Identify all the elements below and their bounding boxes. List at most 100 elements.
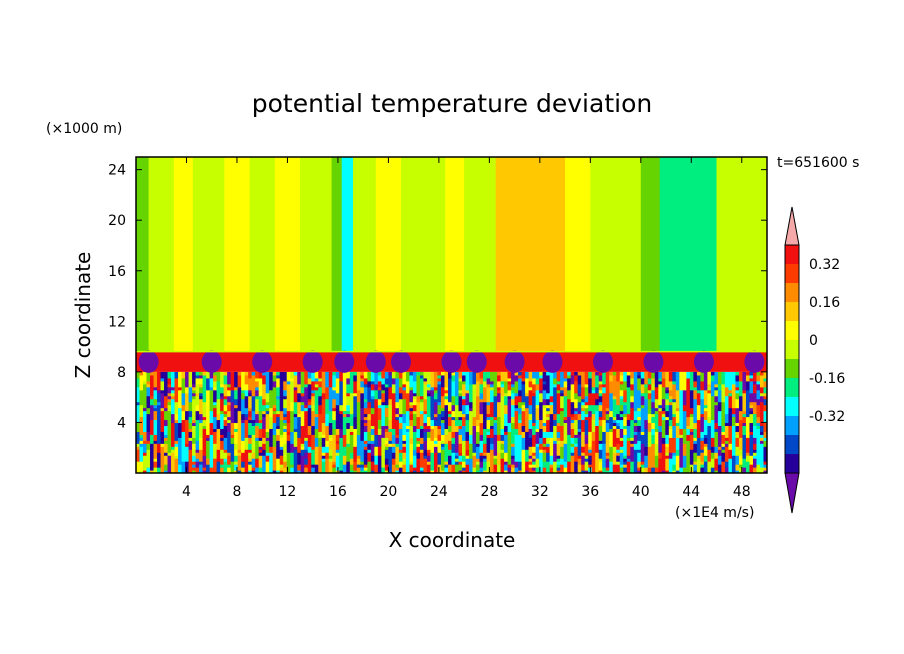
lower-cell — [311, 410, 316, 415]
lower-cell — [241, 458, 246, 462]
lower-cell — [591, 416, 596, 421]
lower-cell — [402, 419, 407, 424]
lower-cell — [290, 446, 295, 450]
lower-cell — [167, 461, 172, 465]
lower-cell — [349, 374, 354, 379]
lower-cell — [279, 392, 284, 397]
lower-cell — [433, 416, 439, 421]
lower-cell — [157, 386, 162, 391]
lower-cell — [437, 446, 442, 450]
lower-cell — [164, 383, 169, 388]
lower-cell — [423, 437, 428, 441]
lower-cell — [570, 425, 575, 429]
lower-cell — [591, 419, 596, 424]
lower-cell — [528, 383, 533, 388]
lower-cell — [409, 452, 414, 456]
lower-cell — [619, 380, 624, 385]
lower-cell — [244, 401, 249, 406]
lower-cell — [476, 374, 481, 379]
lower-cell — [521, 377, 526, 382]
lower-cell — [342, 386, 347, 391]
lower-cell — [328, 464, 333, 468]
lower-cell — [525, 395, 530, 400]
lower-cell — [447, 437, 453, 441]
lower-cell — [402, 380, 407, 385]
lower-cell — [321, 458, 326, 462]
lower-cell — [272, 422, 277, 427]
lower-cell — [479, 401, 484, 406]
lower-cell — [500, 416, 505, 421]
lower-cell — [612, 374, 617, 379]
lower-cell — [136, 437, 141, 441]
lower-cell — [391, 389, 397, 394]
lower-cell — [398, 389, 404, 394]
lower-cell — [476, 383, 481, 388]
lower-cell — [486, 461, 491, 465]
lower-cell — [556, 428, 561, 432]
lower-cell — [248, 383, 253, 388]
lower-cell — [241, 419, 246, 424]
lower-cell — [356, 440, 361, 444]
lower-cell — [511, 386, 516, 391]
lower-cell — [591, 446, 596, 450]
lower-cell — [353, 374, 358, 379]
lower-cell — [619, 386, 624, 391]
lower-cell — [339, 386, 344, 391]
lower-cell — [574, 464, 579, 468]
lower-cell — [486, 464, 491, 468]
lower-cell — [381, 434, 386, 438]
lower-cell — [146, 452, 151, 456]
lower-cell — [479, 395, 484, 400]
lower-cell — [546, 392, 551, 397]
lower-cell — [462, 413, 467, 418]
lower-cell — [630, 398, 635, 403]
lower-cell — [640, 449, 645, 453]
lower-cell — [307, 398, 312, 403]
lower-cell — [605, 380, 610, 385]
lower-cell — [609, 455, 614, 459]
lower-cell — [290, 386, 295, 391]
lower-cell — [227, 464, 232, 468]
lower-cell — [276, 440, 281, 444]
lower-cell — [227, 377, 232, 382]
lower-cell — [318, 383, 323, 388]
lower-cell — [398, 407, 404, 412]
lower-cell — [325, 419, 330, 424]
lower-cell — [623, 425, 628, 429]
lower-cell — [363, 383, 368, 388]
lower-cell — [234, 419, 239, 424]
lower-cell — [546, 452, 551, 456]
lower-cell — [486, 431, 491, 435]
lower-cell — [535, 467, 540, 471]
lower-cell — [272, 404, 277, 409]
lower-cell — [262, 419, 267, 424]
lower-cell — [640, 392, 645, 397]
lower-cell — [251, 464, 256, 468]
lower-cell — [185, 470, 190, 473]
lower-cell — [633, 413, 638, 418]
lower-cell — [185, 377, 190, 382]
lower-cell — [230, 452, 235, 456]
lower-cell — [321, 443, 326, 447]
lower-cell — [335, 389, 340, 394]
lower-cell — [591, 395, 596, 400]
lower-cell — [167, 407, 172, 412]
lower-cell — [360, 419, 365, 424]
lower-cell — [272, 410, 277, 415]
lower-cell — [602, 428, 607, 432]
lower-cell — [588, 464, 593, 468]
lower-cell — [532, 371, 537, 376]
lower-cell — [430, 404, 435, 409]
lower-cell — [300, 437, 305, 441]
lower-cell — [532, 458, 537, 462]
lower-cell — [349, 407, 354, 412]
lower-cell — [370, 386, 375, 391]
lower-cell — [213, 452, 218, 456]
lower-cell — [237, 437, 242, 441]
lower-cell — [293, 458, 298, 462]
lower-cell — [595, 386, 600, 391]
lower-cell — [447, 467, 453, 471]
lower-cell — [490, 464, 495, 468]
lower-cell — [367, 440, 372, 444]
lower-cell — [349, 467, 354, 471]
